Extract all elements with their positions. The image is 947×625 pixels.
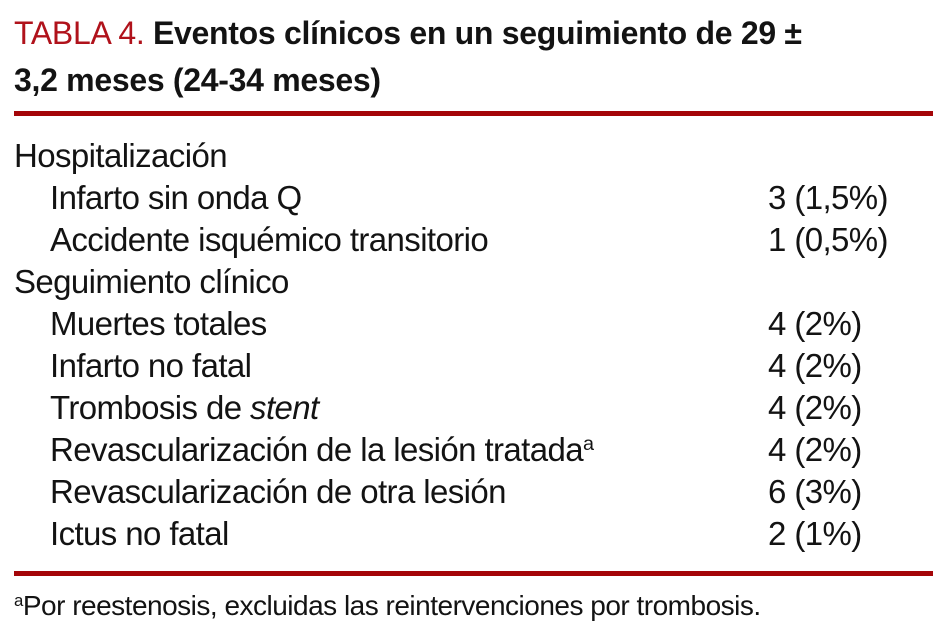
footnote-text: Por reestenosis, excluidas las reinterve…: [22, 590, 761, 621]
row-label: Revascularización de la lesión tratadaa: [50, 431, 594, 468]
footnote-marker: a: [14, 590, 23, 610]
table-row: Accidente isquémico transitorio 1 (0,5%): [14, 219, 933, 261]
row-label: Revascularización de otra lesión: [50, 473, 506, 510]
row-label-italic: stent: [250, 389, 319, 426]
row-label: Trombosis de stent: [50, 389, 319, 426]
table-row: Infarto sin onda Q 3 (1,5%): [14, 177, 933, 219]
row-value: 2 (1%): [768, 515, 862, 552]
table-row: Ictus no fatal 2 (1%): [14, 513, 933, 555]
table-row: Muertes totales 4 (2%): [14, 303, 933, 345]
table-title-line1: Eventos clínicos en un seguimiento de 29…: [153, 15, 802, 51]
row-value: 6 (3%): [768, 473, 862, 510]
row-label: Infarto no fatal: [50, 347, 252, 384]
top-rule: [14, 111, 933, 116]
table-number: TABLA 4.: [14, 15, 145, 51]
table-row: Hospitalización: [14, 135, 933, 177]
table-row: Revascularización de otra lesión 6 (3%): [14, 471, 933, 513]
row-label: Ictus no fatal: [50, 515, 229, 552]
row-value: 1 (0,5%): [768, 221, 889, 258]
row-value: 4 (2%): [768, 347, 862, 384]
bottom-rule: [14, 571, 933, 576]
table-rows: Hospitalización Infarto sin onda Q 3 (1,5%…: [14, 116, 933, 571]
row-value: 4 (2%): [768, 431, 862, 468]
row-label: Accidente isquémico transitorio: [50, 221, 489, 258]
table-title-line2: 3,2 meses (24-34 meses): [14, 62, 381, 98]
row-label: Hospitalización: [14, 137, 228, 174]
table-row: Trombosis de stent 4 (2%): [14, 387, 933, 429]
table-footnote: aPor reestenosis, excluidas las reinterv…: [14, 589, 933, 623]
row-label: Infarto sin onda Q: [50, 179, 302, 216]
row-value: 3 (1,5%): [768, 179, 889, 216]
table-row: Revascularización de la lesión tratadaa 4…: [14, 429, 933, 471]
row-label: Muertes totales: [50, 305, 267, 342]
row-value: 4 (2%): [768, 305, 862, 342]
table-row: Infarto no fatal 4 (2%): [14, 345, 933, 387]
row-value: 4 (2%): [768, 389, 862, 426]
row-label-superscript: a: [583, 433, 594, 456]
table-title: TABLA 4. Eventos clínicos en un seguimie…: [14, 10, 933, 104]
row-label: Seguimiento clínico: [14, 263, 289, 300]
table-row: Seguimiento clínico: [14, 261, 933, 303]
